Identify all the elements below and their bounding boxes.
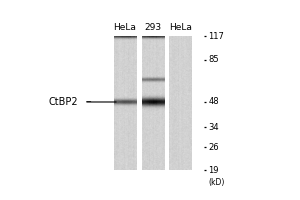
Text: 48: 48 [208, 97, 219, 106]
Text: (kD): (kD) [208, 178, 225, 187]
Text: 19: 19 [208, 166, 219, 175]
Text: 34: 34 [208, 123, 219, 132]
Text: 26: 26 [208, 143, 219, 152]
Text: 85: 85 [208, 55, 219, 64]
Text: CtBP2: CtBP2 [49, 97, 78, 107]
Text: 117: 117 [208, 32, 224, 41]
Text: HeLa: HeLa [113, 23, 136, 32]
Text: --: -- [85, 97, 92, 106]
Text: 293: 293 [144, 23, 161, 32]
Text: HeLa: HeLa [169, 23, 192, 32]
